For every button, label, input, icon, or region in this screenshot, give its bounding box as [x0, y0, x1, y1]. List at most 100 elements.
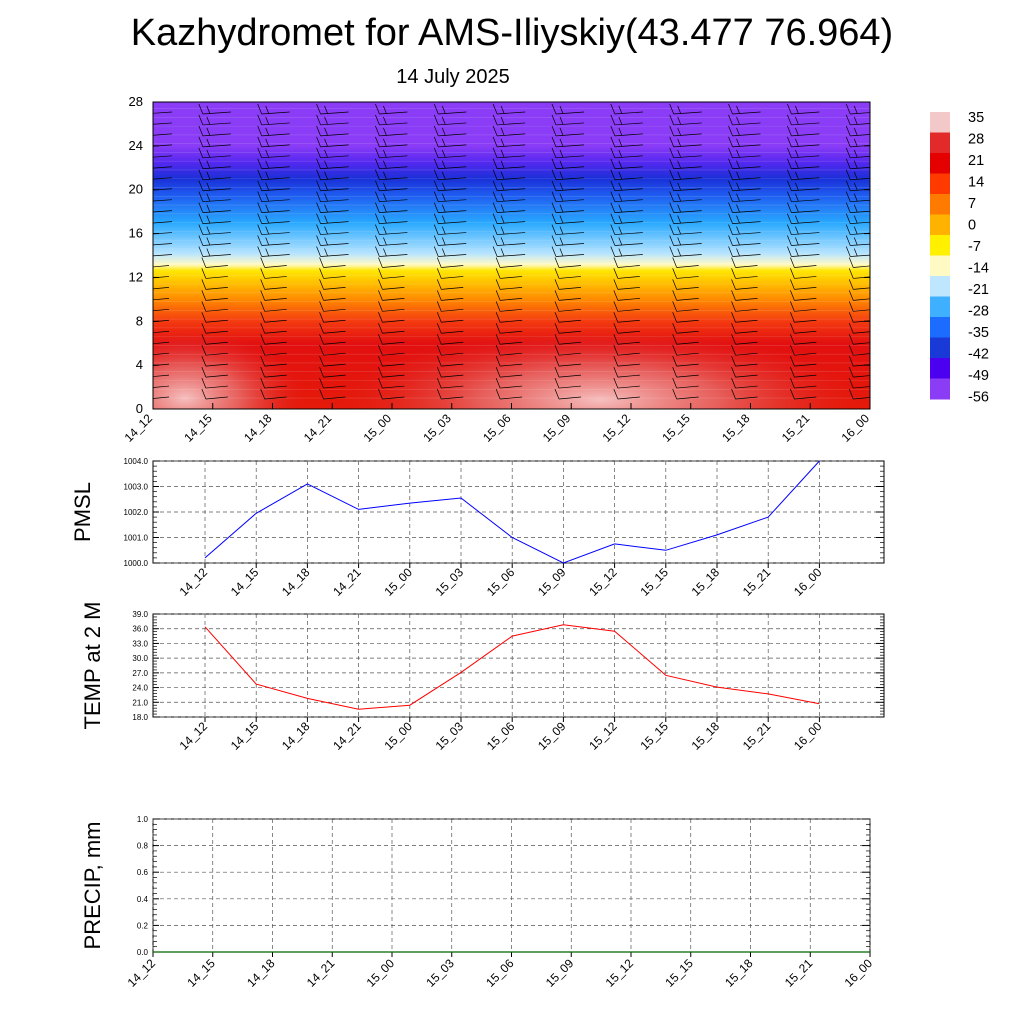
wind-barb: [728, 180, 761, 192]
x-tick-label: 15_12: [586, 565, 620, 599]
wind-barb: [378, 301, 405, 312]
wind-barb: [787, 136, 820, 148]
wind-barb: [316, 202, 349, 213]
wind-barb: [790, 279, 817, 290]
wind-barb: [257, 180, 290, 192]
wind-barb: [613, 257, 640, 268]
wind-barb: [845, 158, 870, 170]
wind-barb: [260, 268, 287, 279]
colorbar-label: -56: [968, 390, 989, 406]
wind-barb: [554, 366, 582, 378]
wind-barb: [731, 356, 758, 367]
wind-barb: [610, 114, 643, 126]
wind-barb: [153, 243, 173, 246]
wind-barb: [845, 246, 870, 257]
y-axis-label: PMSL: [70, 482, 95, 542]
wind-barb: [260, 301, 287, 312]
y-tick-label: 0.6: [137, 868, 149, 877]
x-tick-label: 15_18: [722, 956, 756, 990]
wind-barb: [610, 103, 643, 115]
wind-barb: [672, 301, 699, 312]
wind-barb: [201, 301, 228, 312]
wind-barb: [848, 377, 870, 389]
wind-barb: [257, 169, 290, 181]
wind-barb: [433, 202, 467, 213]
y-tick-label: 0.4: [137, 895, 149, 904]
wind-barb: [554, 290, 582, 301]
wind-barb: [492, 147, 526, 159]
wind-barb: [731, 377, 758, 389]
wind-barb: [319, 268, 346, 279]
x-tick-label: 15_06: [484, 719, 518, 753]
wind-barb: [319, 257, 346, 268]
y-tick-label: 21.0: [132, 698, 148, 707]
wind-barb: [378, 312, 405, 323]
wind-barb: [201, 388, 228, 400]
wind-barb: [316, 235, 349, 246]
warm-core-right: [340, 330, 860, 409]
wind-barb: [319, 323, 346, 334]
x-tick-label: 14_18: [279, 719, 313, 753]
wind-barb: [845, 202, 870, 213]
wind-barb: [436, 388, 464, 400]
wind-barb: [316, 114, 349, 126]
wind-barb: [790, 366, 817, 378]
wind-barb: [375, 191, 408, 203]
wind-barb: [495, 366, 523, 378]
wind-barb: [257, 213, 290, 224]
wind-barb: [260, 257, 287, 268]
wind-barb: [551, 246, 585, 257]
wind-barb: [845, 191, 870, 203]
y-axis-label: TEMP at 2 M: [80, 602, 105, 730]
wind-barb: [495, 301, 523, 312]
wind-barb: [610, 180, 643, 192]
x-tick-label: 15_06: [480, 411, 514, 445]
wind-barb: [790, 334, 817, 345]
wind-barb: [728, 158, 761, 170]
wind-barb: [728, 136, 761, 148]
wind-barb: [610, 125, 643, 137]
wind-barb: [153, 352, 170, 355]
x-tick-label: 15_03: [433, 565, 467, 599]
wind-barb: [669, 136, 702, 148]
wind-barb: [731, 345, 758, 356]
wind-barb: [257, 224, 290, 235]
x-tick-label: 15_03: [433, 719, 467, 753]
wind-barb: [316, 224, 349, 235]
x-tick-label: 15_00: [364, 956, 398, 990]
wind-barb: [728, 125, 761, 137]
wind-barb: [672, 388, 699, 400]
wind-barb: [153, 265, 170, 268]
wind-barb: [551, 224, 585, 235]
wind-barb: [610, 246, 643, 257]
x-tick-label: 15_00: [381, 565, 415, 599]
wind-barb: [433, 180, 467, 192]
wind-barb: [375, 202, 408, 213]
wind-barb: [198, 224, 231, 235]
wind-barb: [260, 377, 287, 389]
colorbar-label: -28: [968, 304, 989, 320]
wind-barb: [198, 180, 231, 192]
wind-barb: [378, 334, 405, 345]
wind-barb: [790, 345, 817, 356]
wind-barb: [551, 180, 585, 192]
wind-barb: [153, 210, 173, 213]
colorbar-label: -42: [968, 347, 989, 363]
wind-barb: [672, 366, 699, 378]
x-tick-label: 15_18: [689, 719, 723, 753]
wind-barb: [260, 345, 287, 356]
wind-barb: [375, 125, 408, 137]
wind-barb: [728, 235, 761, 246]
wind-barb: [551, 202, 585, 213]
colorbar-swatch: [930, 337, 950, 359]
wind-barb: [153, 374, 170, 377]
wind-barb: [492, 136, 526, 148]
wind-barb: [436, 312, 464, 323]
wind-barb: [790, 257, 817, 268]
wind-barb: [436, 290, 464, 301]
y-tick-label: 4: [136, 357, 143, 372]
x-tick-label: 15_12: [586, 719, 620, 753]
wind-barb: [201, 366, 228, 378]
wind-barb: [201, 257, 228, 268]
wind-barb: [613, 388, 640, 400]
